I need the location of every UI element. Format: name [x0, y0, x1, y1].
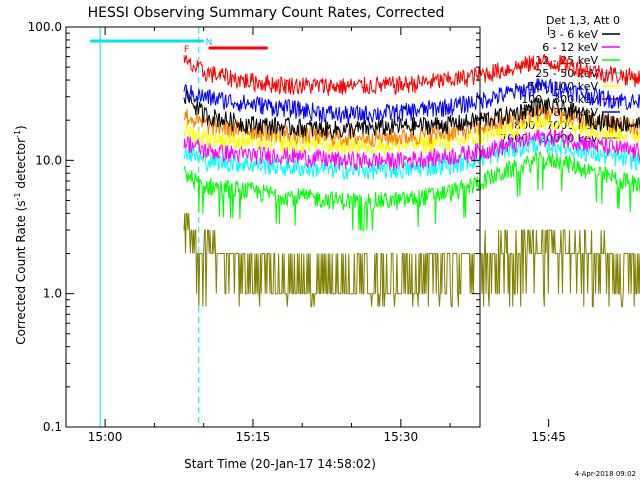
x-tick-label: 15:30 [384, 430, 419, 444]
series-line-8 [183, 104, 640, 148]
flag-f-label: F [184, 45, 189, 55]
x-tick-label: 15:00 [88, 430, 123, 444]
plot-area: FN [90, 27, 640, 427]
axes-frame [65, 26, 481, 428]
x-axis-label: Start Time (20-Jan-17 14:58:02) [184, 457, 376, 471]
axes: 15:0015:1515:3015:4516:0016:1516:30100.0… [28, 20, 566, 444]
flag-n-label: N [206, 38, 213, 48]
legend-label: 3 - 6 keV [549, 28, 598, 41]
y-tick-label: 100.0 [28, 20, 62, 34]
x-tick-label: 15:45 [531, 430, 566, 444]
x-tick-label: 15:15 [236, 430, 271, 444]
chart-title: HESSI Observing Summary Count Rates, Cor… [88, 5, 445, 21]
y-tick-label: 10.0 [35, 153, 62, 167]
series-line-2 [183, 128, 640, 171]
series-line-3 [183, 150, 640, 231]
series-line-1 [183, 86, 640, 139]
series-line-7 [183, 78, 640, 124]
y-tick-label: 1.0 [43, 287, 62, 301]
y-tick-label: 0.1 [43, 420, 62, 434]
footer-date: 4-Apr-2018 09:02 [575, 470, 636, 478]
series-line-6 [183, 53, 640, 96]
legend-header: Det 1,3, Att 0 [546, 14, 620, 27]
y-axis-label: Corrected Count Rate (s-1 detector-1) [13, 125, 28, 344]
series-line-9 [183, 212, 640, 308]
series-line-4 [183, 134, 640, 181]
legend-label: 6 - 12 keV [542, 41, 598, 54]
